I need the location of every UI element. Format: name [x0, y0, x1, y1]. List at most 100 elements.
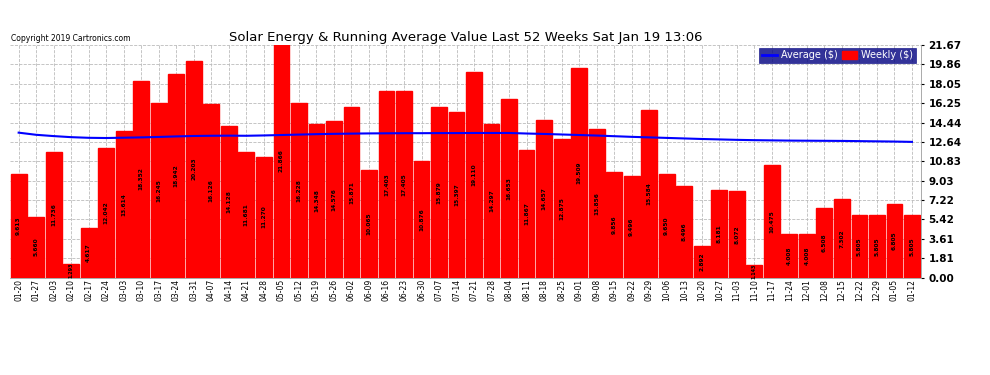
Bar	[344, 107, 359, 278]
Text: 11.736: 11.736	[51, 203, 56, 226]
Text: 15.397: 15.397	[454, 183, 459, 206]
Text: 13.614: 13.614	[121, 193, 127, 216]
Bar	[537, 120, 552, 278]
Text: 10.065: 10.065	[366, 212, 371, 235]
Bar	[817, 208, 833, 278]
Text: 4.008: 4.008	[787, 247, 792, 265]
Text: 16.245: 16.245	[156, 179, 161, 202]
Bar	[466, 72, 482, 278]
Text: 17.405: 17.405	[402, 173, 407, 195]
Bar	[29, 217, 45, 278]
Bar	[448, 112, 464, 278]
Bar	[378, 91, 394, 278]
Text: 12.875: 12.875	[559, 197, 564, 220]
Text: 8.072: 8.072	[735, 225, 740, 243]
Text: 8.181: 8.181	[717, 224, 722, 243]
Bar	[396, 91, 412, 278]
Bar	[519, 150, 535, 278]
Bar	[746, 265, 762, 278]
Bar	[98, 148, 114, 278]
Text: 16.653: 16.653	[507, 177, 512, 200]
Bar	[781, 234, 797, 278]
Bar	[553, 140, 569, 278]
Text: 6.805: 6.805	[892, 232, 897, 250]
Text: 5.805: 5.805	[857, 237, 862, 256]
Text: 4.008: 4.008	[804, 247, 810, 265]
Text: 2.892: 2.892	[699, 253, 704, 271]
Text: 14.348: 14.348	[314, 189, 319, 212]
Bar	[186, 61, 202, 278]
Bar	[764, 165, 780, 278]
Text: 16.228: 16.228	[296, 179, 301, 202]
Text: 16.126: 16.126	[209, 180, 214, 203]
Bar	[11, 174, 27, 278]
Bar	[273, 43, 289, 278]
Bar	[361, 170, 377, 278]
Bar	[291, 104, 307, 278]
Text: 11.867: 11.867	[524, 202, 529, 225]
Bar	[659, 174, 674, 278]
Text: 11.270: 11.270	[261, 206, 266, 228]
Bar	[869, 215, 885, 278]
Text: 1.143: 1.143	[751, 264, 756, 279]
Text: 14.128: 14.128	[227, 190, 232, 213]
Bar	[239, 152, 254, 278]
Text: 6.508: 6.508	[822, 233, 827, 252]
Bar	[81, 228, 97, 278]
Text: 14.297: 14.297	[489, 189, 494, 212]
Bar	[432, 107, 446, 278]
Bar	[571, 68, 587, 278]
Text: 5.805: 5.805	[874, 237, 879, 256]
Text: 9.496: 9.496	[630, 217, 635, 236]
Text: 7.302: 7.302	[840, 229, 844, 248]
Bar	[712, 190, 727, 278]
Text: 9.856: 9.856	[612, 215, 617, 234]
Text: 13.856: 13.856	[594, 192, 599, 214]
Bar	[887, 204, 902, 278]
Bar	[150, 103, 166, 278]
Bar	[116, 131, 132, 278]
Text: 19.110: 19.110	[471, 164, 476, 186]
Text: 1.293: 1.293	[68, 263, 73, 278]
Bar	[729, 191, 744, 278]
Text: 19.509: 19.509	[576, 162, 582, 184]
Bar	[326, 121, 342, 278]
Text: 18.942: 18.942	[174, 165, 179, 187]
Bar	[484, 124, 500, 278]
Bar	[221, 126, 237, 278]
Bar	[589, 129, 605, 278]
Bar	[642, 110, 657, 278]
Bar	[309, 123, 325, 278]
Text: 4.617: 4.617	[86, 243, 91, 262]
Text: 14.657: 14.657	[542, 188, 546, 210]
Text: 11.681: 11.681	[244, 203, 248, 226]
Bar	[851, 215, 867, 278]
Bar	[624, 176, 640, 278]
Text: 9.650: 9.650	[664, 216, 669, 235]
Text: 5.660: 5.660	[34, 238, 39, 256]
Text: 14.576: 14.576	[332, 188, 337, 211]
Text: 18.352: 18.352	[139, 168, 144, 190]
Legend: Average ($), Weekly ($): Average ($), Weekly ($)	[759, 48, 916, 63]
Text: 9.613: 9.613	[16, 217, 21, 235]
Bar	[606, 172, 622, 278]
Text: 15.584: 15.584	[646, 183, 651, 206]
Text: 15.871: 15.871	[348, 181, 354, 204]
Bar	[46, 152, 61, 278]
Text: 5.805: 5.805	[910, 237, 915, 256]
Text: 8.496: 8.496	[682, 223, 687, 241]
Bar	[256, 157, 272, 278]
Bar	[676, 186, 692, 278]
Bar	[799, 234, 815, 278]
Title: Solar Energy & Running Average Value Last 52 Weeks Sat Jan 19 13:06: Solar Energy & Running Average Value Las…	[229, 31, 702, 44]
Text: 17.403: 17.403	[384, 173, 389, 195]
Text: Copyright 2019 Cartronics.com: Copyright 2019 Cartronics.com	[11, 34, 131, 43]
Bar	[501, 99, 517, 278]
Bar	[414, 161, 430, 278]
Bar	[168, 74, 184, 278]
Bar	[63, 264, 79, 278]
Text: 15.879: 15.879	[437, 181, 442, 204]
Bar	[904, 215, 920, 278]
Bar	[134, 81, 149, 278]
Bar	[834, 199, 849, 278]
